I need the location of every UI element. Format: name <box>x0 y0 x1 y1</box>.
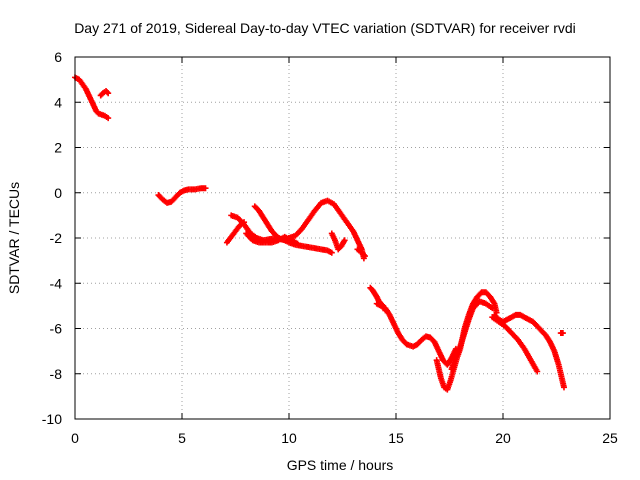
data-point <box>361 253 368 260</box>
x-tick-label: 10 <box>281 430 297 446</box>
x-tick-label: 25 <box>602 430 618 446</box>
y-tick-label: 2 <box>54 140 62 156</box>
x-tick-label: 5 <box>178 430 186 446</box>
x-tick-label: 15 <box>388 430 404 446</box>
axis-ticks: 0 5 10 15 20 25 -10 -8 -6 -4 -2 0 2 4 6 <box>42 49 618 446</box>
y-tick-label: 4 <box>54 94 62 110</box>
y-axis-label: SDTVAR / TECUs <box>6 182 22 294</box>
data-point <box>104 89 111 96</box>
y-tick-label: -2 <box>50 230 63 246</box>
data-point <box>489 305 496 312</box>
y-tick-label: 6 <box>54 49 62 65</box>
x-tick-label: 20 <box>495 430 511 446</box>
x-axis-label: GPS time / hours <box>287 457 394 473</box>
data-point <box>559 330 566 337</box>
data-point <box>534 368 541 375</box>
data-point <box>341 237 348 244</box>
data-point <box>105 90 112 97</box>
data-point <box>105 115 112 122</box>
data-point <box>560 384 567 391</box>
y-tick-label: 0 <box>54 185 62 201</box>
data-point <box>328 249 335 256</box>
grid-lines <box>75 57 610 419</box>
y-tick-label: -4 <box>50 275 63 291</box>
y-tick-label: -8 <box>50 366 63 382</box>
data-points <box>72 74 567 393</box>
data-point <box>294 240 301 247</box>
y-tick-label: -6 <box>50 321 63 337</box>
chart-title: Day 271 of 2019, Sidereal Day-to-day VTE… <box>74 20 576 36</box>
y-tick-label: -10 <box>42 411 62 427</box>
data-point <box>202 185 209 192</box>
x-tick-label: 0 <box>71 430 79 446</box>
data-point <box>360 251 367 258</box>
